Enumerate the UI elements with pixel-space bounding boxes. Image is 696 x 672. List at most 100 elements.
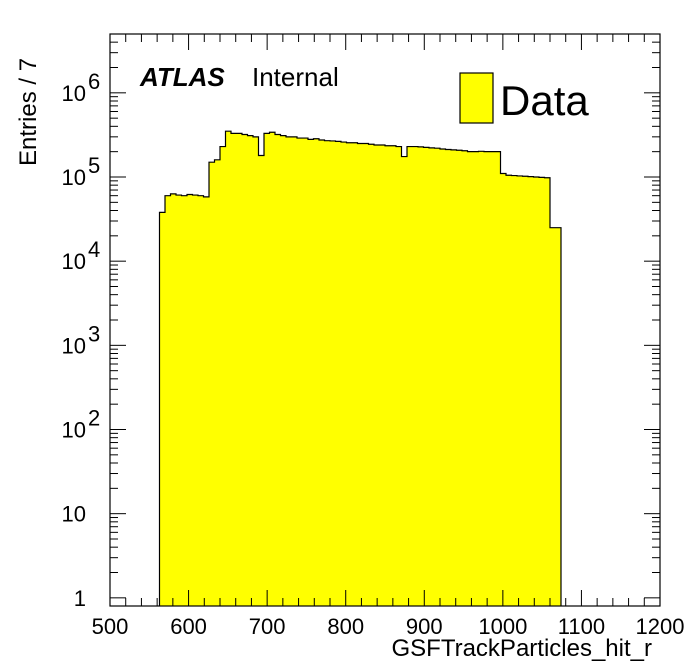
histogram-bar — [220, 146, 226, 607]
histogram-bar — [511, 175, 518, 606]
y-tick-label-exponent: 3 — [88, 321, 100, 346]
histogram-bar — [225, 131, 232, 606]
histogram-bar — [258, 155, 265, 606]
y-tick-label-exponent: 6 — [88, 69, 100, 94]
internal-label: Internal — [252, 62, 339, 92]
histogram-bar — [401, 156, 408, 607]
histogram-bar — [203, 196, 210, 606]
histogram-bar — [214, 159, 221, 606]
histogram-bar — [269, 132, 276, 606]
y-axis-title: Entries / 7 — [15, 58, 42, 166]
y-tick-label: 10 — [62, 249, 86, 274]
histogram-bar — [418, 146, 424, 606]
histogram-bar — [159, 212, 166, 606]
y-tick-label-exponent: 5 — [88, 153, 100, 178]
y-tick-label: 10 — [62, 502, 86, 527]
histogram-bar — [379, 145, 386, 606]
histogram-bar — [264, 133, 270, 607]
histogram-bar — [319, 140, 325, 606]
histogram-bar — [550, 227, 556, 607]
histogram-bar — [286, 136, 292, 606]
x-tick-labels: 500 600 700 800 900 1000 1100 1200 — [92, 614, 685, 639]
histogram-bar — [181, 195, 188, 607]
histogram-bar — [231, 133, 237, 607]
x-tick-label: 900 — [406, 614, 443, 639]
histogram-bar — [341, 142, 347, 606]
histogram-bar — [412, 146, 419, 607]
histogram-outline — [158, 130, 562, 606]
histogram-bar — [291, 136, 298, 606]
histogram-bar — [500, 173, 507, 606]
histogram-bar — [489, 151, 496, 606]
y-tick-label-exponent: 2 — [88, 406, 100, 431]
histogram-bar — [434, 148, 441, 606]
histogram-bar — [528, 176, 534, 606]
histogram-bar — [308, 139, 314, 607]
histogram-bar — [506, 175, 512, 606]
y-tick-label: 1 — [74, 586, 86, 611]
histogram-bar — [297, 138, 303, 606]
histogram-bar — [209, 162, 215, 606]
x-tick-label: 1200 — [636, 614, 685, 639]
histogram-bar — [275, 134, 281, 607]
y-tick-label: 10 — [62, 165, 86, 190]
histogram-bar — [253, 136, 259, 606]
atlas-label: ATLAS — [139, 62, 225, 92]
histogram-bar — [390, 145, 397, 606]
histogram-bar — [187, 194, 193, 606]
histogram-bar — [462, 150, 468, 606]
histogram-bar — [555, 227, 562, 607]
x-axis-title: GSFTrackParticles_hit_r — [391, 635, 652, 662]
histogram-bar — [473, 151, 479, 606]
x-tick-label: 800 — [327, 614, 364, 639]
histogram-bar — [374, 145, 380, 606]
histogram-bar — [484, 151, 490, 606]
histogram-bar — [165, 195, 171, 607]
histogram-bar — [478, 151, 485, 607]
histogram-bar — [176, 195, 182, 606]
legend-label-data: Data — [500, 77, 589, 124]
x-tick-label: 600 — [170, 614, 207, 639]
histogram-bar — [192, 195, 199, 606]
histogram-bar — [407, 146, 413, 607]
legend-marker-data — [459, 72, 494, 124]
histogram-bar — [423, 147, 430, 607]
histogram-bar — [368, 144, 375, 607]
histogram-bar — [363, 143, 369, 606]
y-tick-label: 10 — [62, 81, 86, 106]
histogram-bar — [539, 177, 545, 606]
histogram-bar — [170, 193, 177, 606]
axis-ticks — [109, 33, 661, 606]
histogram-bar — [533, 177, 540, 606]
histogram-bar — [517, 175, 523, 607]
histogram-bar — [396, 146, 402, 607]
histogram-bar — [346, 142, 353, 606]
histogram-bar — [352, 142, 358, 606]
x-tick-label: 1100 — [558, 614, 605, 639]
histogram-bar — [335, 141, 342, 606]
histogram-bars — [158, 130, 562, 607]
x-tick-label: 1000 — [478, 614, 527, 639]
y-tick-label: 10 — [62, 333, 86, 358]
histogram-bar — [236, 133, 243, 607]
histogram-bar — [280, 135, 287, 606]
histogram-bar — [522, 176, 529, 606]
histogram-bar — [467, 151, 474, 606]
histogram-bar — [242, 134, 248, 607]
histogram-bar — [451, 149, 457, 606]
histogram-bar — [495, 151, 501, 606]
histogram-bar — [247, 135, 254, 606]
y-tick-label: 10 — [62, 418, 86, 443]
histogram-bar — [198, 195, 204, 607]
histogram-bar — [456, 150, 463, 607]
histogram-bar — [544, 177, 551, 607]
histogram-bar — [440, 149, 446, 606]
histogram-bar — [357, 143, 364, 606]
histogram-bar — [302, 138, 309, 606]
histogram-bar — [385, 145, 391, 606]
y-tick-label-exponent: 4 — [88, 237, 100, 262]
histogram-bar — [313, 138, 320, 606]
histogram-bar — [445, 149, 452, 606]
